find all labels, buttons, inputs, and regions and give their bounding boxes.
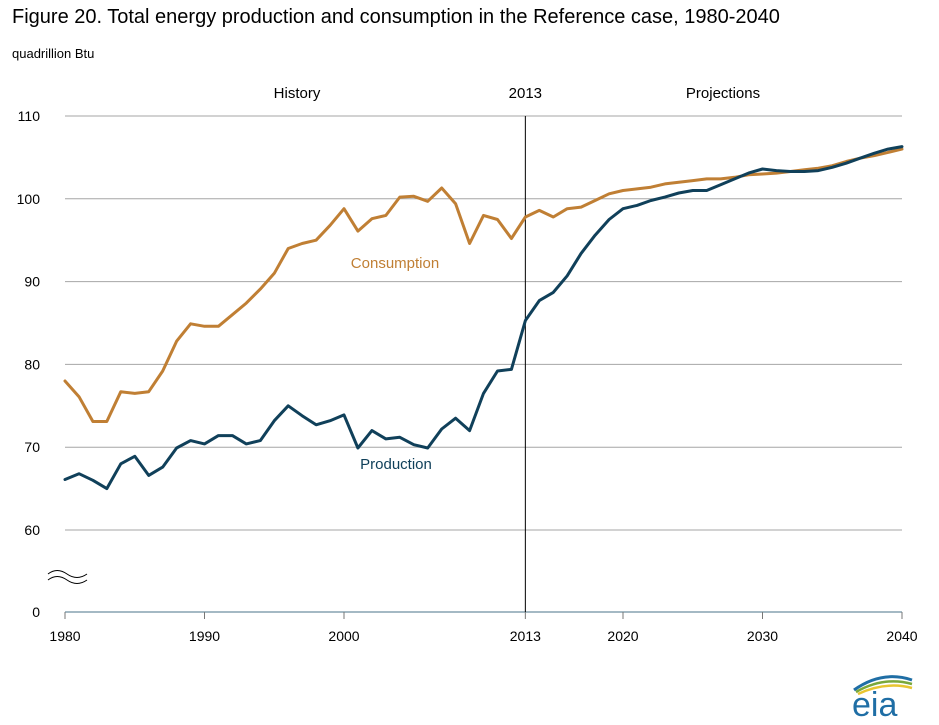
x-tick-label: 2040 bbox=[886, 628, 917, 644]
y-tick-label: 80 bbox=[24, 356, 40, 372]
divider-year-label: 2013 bbox=[509, 85, 542, 102]
series-labels: Consumption Production bbox=[351, 255, 439, 473]
chart-title: Figure 20. Total energy production and c… bbox=[12, 6, 780, 28]
y-tick-label: 60 bbox=[24, 522, 40, 538]
x-tick-label: 1990 bbox=[189, 628, 220, 644]
gridlines bbox=[65, 115, 902, 531]
series-label-consumption: Consumption bbox=[351, 255, 439, 272]
y-tick-label: 90 bbox=[24, 274, 40, 290]
x-tick-label: 2013 bbox=[510, 628, 541, 644]
x-tick-label: 2020 bbox=[607, 628, 638, 644]
x-axis: 1980 1990 2000 2013 2020 2030 2040 bbox=[49, 611, 918, 644]
series-label-production: Production bbox=[360, 456, 432, 473]
y-tick-label: 0 bbox=[32, 604, 40, 620]
eia-logo: eia bbox=[852, 675, 913, 720]
projections-label: Projections bbox=[686, 85, 760, 102]
y-tick-label: 110 bbox=[18, 108, 41, 124]
y-tick-label: 70 bbox=[24, 439, 40, 455]
series-line-production bbox=[63, 145, 904, 491]
series-lines bbox=[63, 145, 904, 491]
y-tick-labels: 110 100 90 80 70 60 0 bbox=[17, 108, 88, 620]
history-label: History bbox=[274, 85, 321, 102]
annotations: History 2013 Projections bbox=[274, 85, 760, 612]
axis-break-mark bbox=[47, 576, 88, 584]
x-tick-label: 2000 bbox=[328, 628, 359, 644]
axis-break-mark bbox=[47, 570, 88, 578]
series-line-consumption bbox=[63, 147, 904, 423]
units-label: quadrillion Btu bbox=[12, 46, 95, 61]
x-tick-label: 1980 bbox=[49, 628, 80, 644]
y-tick-label: 100 bbox=[17, 191, 41, 207]
eia-logo-text: eia bbox=[852, 686, 897, 720]
x-tick-label: 2030 bbox=[747, 628, 778, 644]
